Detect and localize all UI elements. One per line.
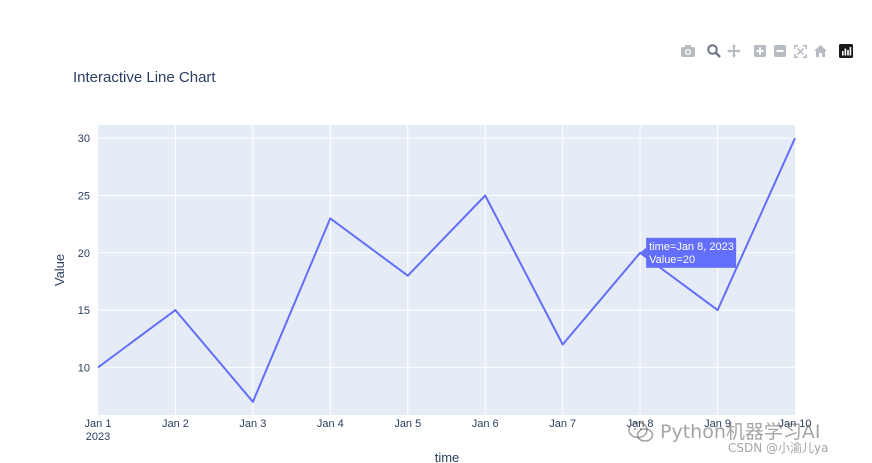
- hover-tooltip-line1: time=Jan 8, 2023: [649, 241, 734, 253]
- pan-icon[interactable]: [724, 42, 744, 60]
- x-tick-label: Jan 3: [239, 418, 266, 430]
- plot-area[interactable]: [98, 125, 795, 415]
- chart-title: Interactive Line Chart: [73, 69, 216, 86]
- y-tick-label: 25: [78, 190, 90, 202]
- hover-tooltip: time=Jan 8, 2023 Value=20: [640, 237, 737, 268]
- data-point[interactable]: [792, 135, 798, 141]
- y-tick-label: 30: [78, 133, 90, 145]
- x-tick-label: Jan 6: [472, 418, 499, 430]
- x-tick-label: Jan 7: [549, 418, 576, 430]
- zoom-out-icon[interactable]: [770, 42, 790, 60]
- reset-axes-icon[interactable]: [810, 42, 830, 60]
- data-point[interactable]: [715, 307, 721, 313]
- data-point[interactable]: [172, 307, 178, 313]
- data-point[interactable]: [250, 399, 256, 405]
- hover-tooltip-line2: Value=20: [649, 254, 695, 266]
- y-tick-label: 20: [78, 248, 90, 260]
- x-tick-label: Jan 8: [627, 418, 654, 430]
- x-tick-year: 2023: [86, 431, 110, 443]
- camera-icon[interactable]: [678, 42, 698, 60]
- x-axis-title: time: [435, 450, 460, 463]
- hover-tooltip-box: [646, 237, 737, 268]
- x-tick-label: Jan 2: [162, 418, 189, 430]
- series-line: [97, 137, 796, 403]
- data-point[interactable]: [95, 364, 101, 370]
- y-axis-title: Value: [52, 254, 67, 286]
- plotly-logo-icon[interactable]: [836, 42, 856, 60]
- x-tick-label: Jan 10: [778, 418, 811, 430]
- zoom-in-icon[interactable]: [750, 42, 770, 60]
- data-point[interactable]: [482, 192, 488, 198]
- hover-tooltip-pointer: [640, 247, 647, 258]
- x-tick-label: Jan 1: [85, 418, 112, 430]
- x-tick-label: Jan 4: [317, 418, 344, 430]
- data-point[interactable]: [405, 273, 411, 279]
- zoom-icon[interactable]: [704, 42, 724, 60]
- x-tick-label: Jan 9: [704, 418, 731, 430]
- y-tick-label: 10: [78, 362, 90, 374]
- x-tick-label: Jan 5: [394, 418, 421, 430]
- autoscale-icon[interactable]: [790, 42, 810, 60]
- data-point[interactable]: [560, 342, 566, 348]
- y-tick-label: 15: [78, 305, 90, 317]
- modebar: [678, 42, 856, 60]
- data-point[interactable]: [327, 215, 333, 221]
